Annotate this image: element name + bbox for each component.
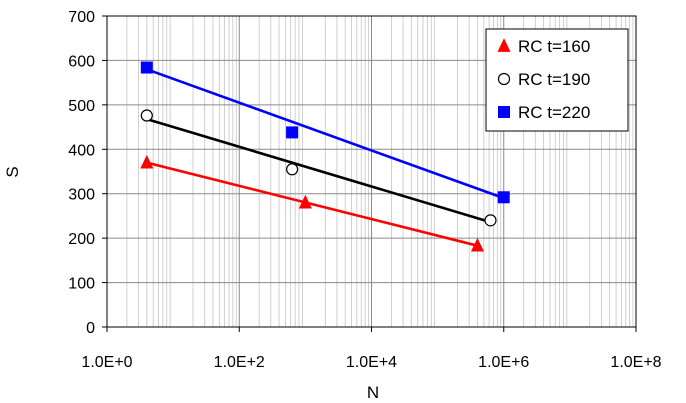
markers (140, 61, 510, 252)
legend-label: RC t=220 (518, 103, 590, 122)
x-tick-label: 1.0E+4 (346, 354, 397, 371)
data-point (484, 214, 497, 227)
y-tick-label: 200 (68, 231, 95, 248)
x-axis-ticks: 1.0E+0 1.0E+2 1.0E+4 1.0E+6 1.0E+8 (81, 327, 662, 371)
legend-label: RC t=160 (518, 37, 590, 56)
legend-marker (497, 72, 511, 86)
y-tick-label: 100 (68, 276, 95, 293)
y-tick-label: 700 (68, 9, 95, 26)
y-tick-label: 0 (86, 320, 95, 337)
x-tick-label: 1.0E+6 (478, 354, 529, 371)
fit-line (146, 161, 478, 247)
x-tick-label: 1.0E+8 (610, 354, 661, 371)
y-tick-label: 500 (68, 98, 95, 115)
data-point (140, 109, 153, 122)
x-axis-label: N (367, 383, 379, 402)
data-point (497, 191, 510, 204)
x-tick-label: 1.0E+0 (81, 354, 132, 371)
data-point (286, 163, 299, 176)
legend: RC t=160 RC t=190 RC t=220 (485, 28, 629, 132)
data-point (140, 61, 153, 74)
y-tick-label: 300 (68, 187, 95, 204)
x-tick-label: 1.0E+2 (214, 354, 265, 371)
data-point (470, 237, 484, 252)
data-point (286, 126, 299, 139)
fit-line (146, 117, 491, 224)
y-axis-label: S (3, 166, 22, 177)
data-point (140, 154, 154, 169)
legend-label: RC t=190 (518, 70, 590, 89)
y-tick-label: 600 (68, 53, 95, 70)
y-tick-label: 400 (68, 142, 95, 159)
legend-marker (498, 106, 510, 118)
legend-marker (497, 38, 511, 52)
y-axis-ticks: 0 100 200 300 400 500 600 700 (68, 9, 107, 337)
data-point (298, 194, 312, 209)
fit-lines (146, 68, 505, 247)
fit-line (146, 68, 505, 200)
